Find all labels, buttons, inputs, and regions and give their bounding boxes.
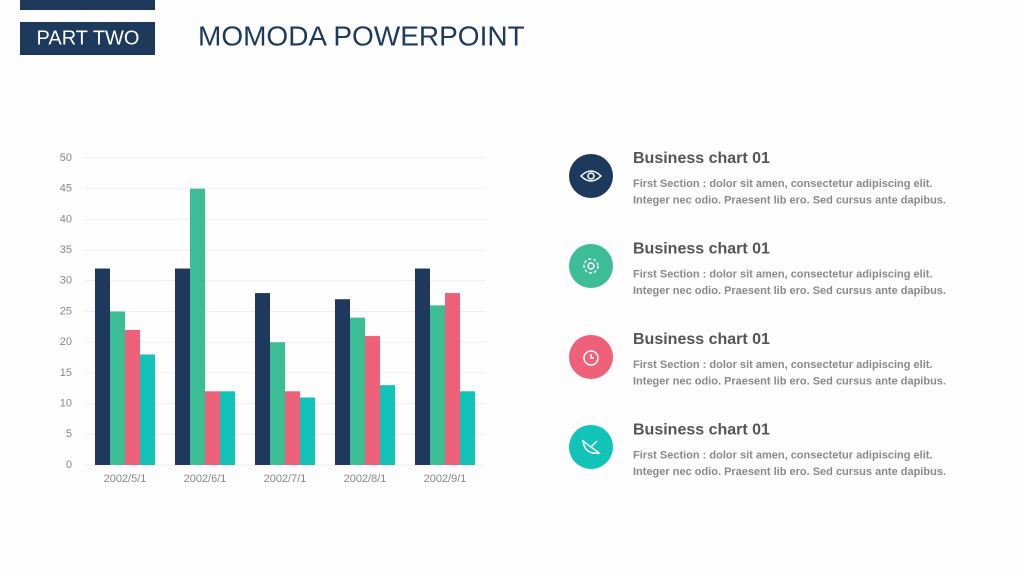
tag-text: PART TWO xyxy=(37,27,140,49)
item-text: First Section : dolor sit amen, consecte… xyxy=(633,359,933,371)
bar xyxy=(175,268,190,465)
bar xyxy=(285,391,300,465)
bar xyxy=(415,268,430,465)
satellite-icon xyxy=(582,439,601,454)
x-tick-label: 2002/5/1 xyxy=(104,473,147,485)
item-text: Integer nec odio. Praesent lib ero. Sed … xyxy=(633,466,946,478)
y-tick-label: 20 xyxy=(60,336,72,348)
item-text: First Section : dolor sit amen, consecte… xyxy=(633,449,933,461)
bar xyxy=(300,397,315,465)
item-text: First Section : dolor sit amen, consecte… xyxy=(633,178,933,190)
y-tick-label: 25 xyxy=(60,305,72,317)
clock-icon xyxy=(583,350,599,366)
bar xyxy=(460,391,475,465)
bar xyxy=(110,311,125,465)
slide-title: MOMODA POWERPOINT xyxy=(198,20,525,51)
bar xyxy=(140,354,155,465)
y-tick-label: 45 xyxy=(60,183,72,195)
bar xyxy=(380,385,395,465)
y-tick-label: 5 xyxy=(66,428,72,440)
bar xyxy=(205,391,220,465)
item-text: First Section : dolor sit amen, consecte… xyxy=(633,268,933,280)
icon-circle xyxy=(569,244,613,288)
y-tick-label: 15 xyxy=(60,367,72,379)
bar xyxy=(220,391,235,465)
y-tick-label: 10 xyxy=(60,398,72,410)
item-title: Business chart 01 xyxy=(633,331,770,348)
y-tick-label: 0 xyxy=(66,459,72,471)
x-tick-label: 2002/8/1 xyxy=(344,473,387,485)
header-bar xyxy=(20,0,155,10)
y-tick-label: 35 xyxy=(60,244,72,256)
bar xyxy=(430,305,445,465)
x-tick-label: 2002/9/1 xyxy=(424,473,467,485)
bar xyxy=(270,342,285,465)
icons xyxy=(569,154,613,469)
x-tick-label: 2002/7/1 xyxy=(264,473,307,485)
tag-box xyxy=(20,22,155,55)
y-tick-label: 30 xyxy=(60,275,72,287)
item-title: Business chart 01 xyxy=(633,241,770,258)
eye-icon xyxy=(579,170,603,182)
bar xyxy=(255,293,270,465)
bar xyxy=(190,188,205,465)
eye-pupil xyxy=(587,172,595,180)
bar xyxy=(365,336,380,465)
y-tick-label: 40 xyxy=(60,213,72,225)
item-title: Business chart 01 xyxy=(633,422,770,439)
bar xyxy=(445,293,460,465)
item-title: Business chart 01 xyxy=(633,150,770,167)
item-text: Integer nec odio. Praesent lib ero. Sed … xyxy=(633,375,946,387)
y-tick-label: 50 xyxy=(60,152,72,164)
clock-hands xyxy=(590,354,594,359)
icon-circle xyxy=(569,154,613,198)
x-tick-label: 2002/6/1 xyxy=(184,473,227,485)
bar xyxy=(125,329,140,465)
gear-icon xyxy=(583,258,599,274)
bar xyxy=(95,268,110,465)
bar xyxy=(350,317,365,465)
item-text: Integer nec odio. Praesent lib ero. Sed … xyxy=(633,194,946,206)
gear-hub xyxy=(587,262,595,270)
bar xyxy=(335,299,350,465)
item-text: Integer nec odio. Praesent lib ero. Sed … xyxy=(633,285,946,297)
